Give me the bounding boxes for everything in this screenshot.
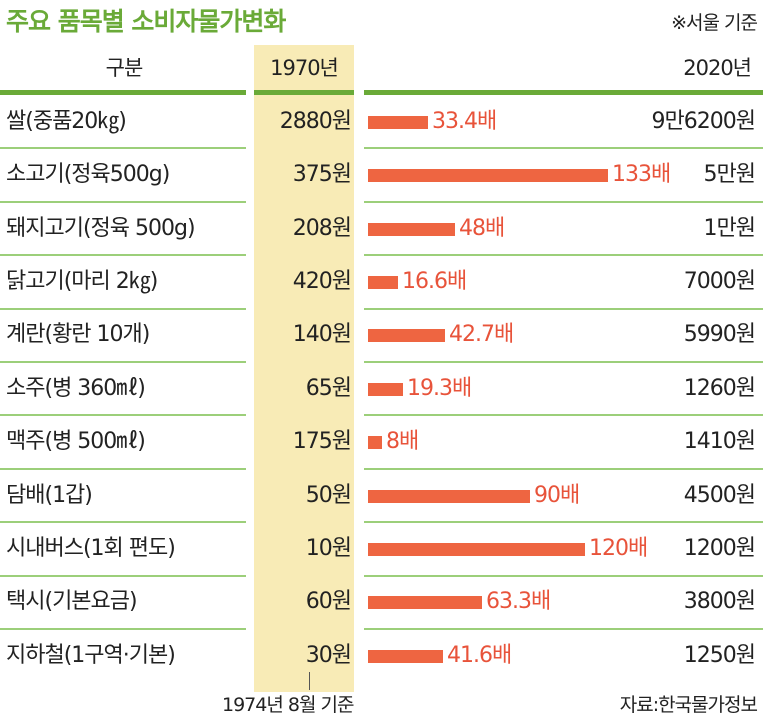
header-rule-mid: [254, 90, 354, 95]
ratio-label: 48배: [459, 215, 505, 241]
ratio-bar: [368, 275, 398, 289]
row-price-1970: 208원: [292, 215, 352, 241]
header-category: 구분: [105, 56, 144, 80]
row-price-1970: 65원: [305, 375, 352, 401]
region-note: ※서울 기준: [671, 12, 758, 34]
row-price-2020: 1260원: [683, 375, 756, 401]
row-price-2020: 1410원: [683, 429, 756, 455]
ratio-bar: [368, 115, 428, 129]
row-price-1970: 420원: [292, 268, 352, 294]
row-divider: [0, 147, 246, 150]
header-1970: 1970년: [270, 56, 339, 80]
footnote-tick: [309, 672, 310, 690]
row-divider: [364, 574, 763, 577]
row-category-label: 맥주(병 500㎖): [6, 429, 146, 455]
row-divider: [364, 254, 763, 257]
row-price-2020: 5만원: [703, 162, 756, 188]
row-price-1970: 50원: [305, 482, 352, 508]
header-rule-right: [364, 90, 763, 95]
row-divider: [0, 467, 246, 470]
row-divider: [364, 307, 763, 310]
row-price-1970: 375원: [292, 162, 352, 188]
row-divider: [0, 200, 246, 203]
row-divider: [0, 521, 246, 524]
row-category-label: 닭고기(마리 2㎏): [6, 268, 158, 294]
row-category-label: 택시(기본요금): [6, 589, 138, 615]
row-divider: [364, 361, 763, 363]
ratio-label: 63.3배: [486, 589, 551, 615]
row-price-1970: 30원: [305, 642, 352, 668]
row-divider: [364, 467, 763, 470]
header-2020: 2020년: [683, 56, 752, 80]
row-category-label: 계란(황란 10개): [6, 322, 150, 348]
row-price-1970: 60원: [305, 589, 352, 615]
row-divider: [0, 254, 246, 257]
ratio-label: 42.7배: [449, 322, 514, 348]
row-price-2020: 7000원: [683, 268, 756, 294]
ratio-label: 8배: [386, 429, 419, 455]
row-divider: [0, 361, 246, 363]
header-rule-left: [0, 90, 246, 95]
ratio-label: 19.3배: [407, 375, 472, 401]
row-price-2020: 4500원: [683, 482, 756, 508]
ratio-label: 120배: [589, 535, 648, 561]
ratio-bar: [368, 382, 403, 396]
footnote: 1974년 8월 기준: [222, 694, 354, 716]
row-price-1970: 10원: [305, 535, 352, 561]
ratio-label: 90배: [534, 482, 580, 508]
ratio-label: 41.6배: [447, 642, 512, 668]
row-price-1970: 2880원: [279, 108, 352, 134]
row-category-label: 시내버스(1회 편도): [6, 535, 176, 561]
ratio-label: 133배: [612, 162, 671, 188]
row-category-label: 쌀(중품20㎏): [6, 108, 127, 134]
row-category-label: 담배(1갑): [6, 482, 93, 508]
ratio-label: 16.6배: [402, 268, 467, 294]
row-divider: [364, 628, 763, 630]
row-price-2020: 5990원: [683, 322, 756, 348]
row-price-1970: 175원: [292, 429, 352, 455]
row-price-2020: 9만6200원: [651, 108, 756, 134]
row-divider: [0, 628, 246, 630]
year-1970-highlight-column: [254, 45, 354, 692]
ratio-label: 33.4배: [432, 108, 497, 134]
row-divider: [0, 574, 246, 577]
row-price-1970: 140원: [292, 322, 352, 348]
ratio-bar: [368, 596, 482, 610]
ratio-bar: [368, 542, 585, 556]
row-divider: [364, 147, 763, 150]
ratio-bar: [368, 489, 530, 503]
row-category-label: 돼지고기(정육 500g): [6, 215, 196, 241]
row-category-label: 소고기(정육500g): [6, 162, 170, 188]
ratio-bar: [368, 169, 608, 183]
row-category-label: 소주(병 360㎖): [6, 375, 146, 401]
row-category-label: 지하철(1구역·기본): [6, 642, 176, 668]
row-divider: [0, 414, 246, 417]
row-divider: [364, 521, 763, 524]
row-price-2020: 1250원: [683, 642, 756, 668]
source: 자료:한국물가정보: [619, 694, 758, 716]
ratio-bar: [368, 329, 445, 343]
row-divider: [364, 200, 763, 203]
ratio-bar: [368, 222, 455, 236]
row-divider: [0, 307, 246, 310]
row-divider: [364, 414, 763, 417]
chart-title: 주요 품목별 소비자물가변화: [6, 7, 286, 36]
row-price-2020: 3800원: [683, 589, 756, 615]
row-price-2020: 1200원: [683, 535, 756, 561]
row-price-2020: 1만원: [703, 215, 756, 241]
ratio-bar: [368, 649, 443, 663]
ratio-bar: [368, 436, 382, 450]
